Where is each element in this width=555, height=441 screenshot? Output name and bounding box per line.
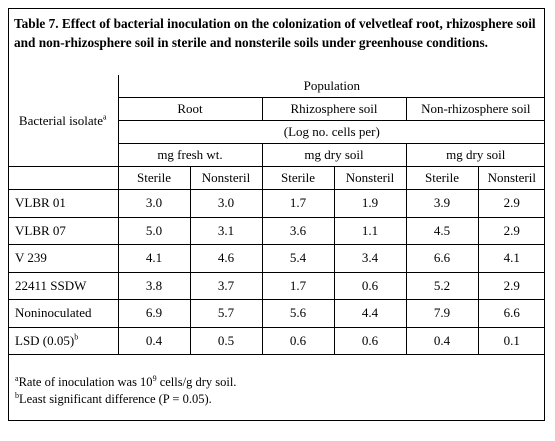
footnote-a-exponent: 9	[152, 373, 157, 383]
data-table: Bacterial isolatea Population Root Rhizo…	[8, 75, 546, 355]
isolate-footnote-mark: a	[103, 112, 107, 122]
condition-header: Sterile	[261, 166, 335, 190]
row-label: 22411 SSDW	[8, 271, 119, 300]
value-cell: 0.6	[333, 271, 407, 300]
value-cell: 4.1	[117, 244, 191, 273]
value-cell: 3.6	[261, 216, 335, 245]
value-cell: 1.7	[261, 189, 335, 218]
bacterial-isolate-header: Bacterial isolatea	[8, 75, 119, 167]
value-cell: 0.1	[477, 326, 546, 355]
footnote-b-mark: b	[15, 390, 19, 400]
condition-header: Nonsteril	[189, 166, 263, 190]
bacterial-isolate-label: Bacterial isolate	[18, 113, 104, 128]
footnote-a: aRate of inoculation was 109 cells/g dry…	[15, 374, 236, 391]
value-cell: 6.6	[405, 244, 479, 273]
row-label: VLBR 01	[8, 189, 119, 218]
value-cell: 6.9	[117, 299, 191, 328]
condition-header: Nonsteril	[333, 166, 407, 190]
table-row: LSD (0.05)b 0.4 0.5 0.6 0.6 0.4 0.1	[8, 326, 546, 355]
footnote-a-text-2: cells/g dry soil.	[156, 375, 237, 389]
subunit-root-header: mg fresh wt.	[117, 143, 263, 167]
header-row-population: Bacterial isolatea Population	[8, 75, 546, 167]
value-cell: 5.7	[189, 299, 263, 328]
condition-header: Sterile	[405, 166, 479, 190]
unit-header: (Log no. cells per)	[117, 120, 546, 144]
condition-header: Nonsteril	[477, 166, 546, 190]
value-cell: 3.0	[117, 189, 191, 218]
value-cell: 5.2	[405, 271, 479, 300]
row-label: Noninoculated	[8, 299, 119, 328]
value-cell: 5.6	[261, 299, 335, 328]
population-header: Population	[117, 75, 546, 98]
value-cell: 5.0	[117, 216, 191, 245]
value-cell: 3.1	[189, 216, 263, 245]
header-row-unit: (Log no. cells per)	[8, 120, 546, 144]
value-cell: 0.4	[117, 326, 191, 355]
lsd-label: LSD (0.05)	[15, 332, 75, 348]
value-cell: 5.4	[261, 244, 335, 273]
value-cell: 0.5	[189, 326, 263, 355]
value-cell: 1.9	[333, 189, 407, 218]
footnote-b-text: Least significant difference (P = 0.05).	[19, 392, 212, 406]
value-cell: 2.9	[477, 216, 546, 245]
value-cell: 4.5	[405, 216, 479, 245]
table-row: 22411 SSDW 3.8 3.7 1.7 0.6 5.2 2.9	[8, 271, 546, 300]
header-row-conditions: Sterile Nonsteril Sterile Nonsteril Ster…	[8, 166, 546, 190]
row-label: LSD (0.05)b	[8, 326, 119, 355]
value-cell: 7.9	[405, 299, 479, 328]
table-row: VLBR 07 5.0 3.1 3.6 1.1 4.5 2.9	[8, 216, 546, 245]
value-cell: 3.0	[189, 189, 263, 218]
table-row: V 239 4.1 4.6 5.4 3.4 6.6 4.1	[8, 244, 546, 273]
table-row: VLBR 01 3.0 3.0 1.7 1.9 3.9 2.9	[8, 189, 546, 218]
value-cell: 0.6	[261, 326, 335, 355]
group-non-rhizosphere-header: Non-rhizosphere soil	[405, 97, 546, 121]
condition-header: Sterile	[117, 166, 191, 190]
value-cell: 1.1	[333, 216, 407, 245]
value-cell: 4.1	[477, 244, 546, 273]
group-root-header: Root	[117, 97, 263, 121]
footnote-a-text-1: Rate of inoculation was 10	[18, 375, 153, 389]
value-cell: 1.7	[261, 271, 335, 300]
value-cell: 0.4	[405, 326, 479, 355]
value-cell: 3.9	[405, 189, 479, 218]
value-cell: 4.6	[189, 244, 263, 273]
footnote-b: bLeast significant difference (P = 0.05)…	[15, 391, 236, 408]
value-cell: 6.6	[477, 299, 546, 328]
value-cell: 3.4	[333, 244, 407, 273]
row-label: V 239	[8, 244, 119, 273]
lsd-footnote-mark: b	[74, 332, 79, 342]
value-cell: 0.6	[333, 326, 407, 355]
subunit-non-rhizosphere-header: mg dry soil	[405, 143, 546, 167]
group-rhizosphere-header: Rhizosphere soil	[261, 97, 407, 121]
value-cell: 2.9	[477, 189, 546, 218]
header-row-subunits: mg fresh wt. mg dry soil mg dry soil	[8, 143, 546, 167]
value-cell: 2.9	[477, 271, 546, 300]
table-row: Noninoculated 6.9 5.7 5.6 4.4 7.9 6.6	[8, 299, 546, 328]
value-cell: 3.7	[189, 271, 263, 300]
condition-spacer	[8, 166, 119, 190]
table-title: Table 7. Effect of bacterial inoculation…	[14, 16, 536, 50]
subunit-rhizosphere-header: mg dry soil	[261, 143, 407, 167]
value-cell: 4.4	[333, 299, 407, 328]
footnote-a-mark: a	[15, 373, 19, 383]
row-label: VLBR 07	[8, 216, 119, 245]
value-cell: 3.8	[117, 271, 191, 300]
footnotes: aRate of inoculation was 109 cells/g dry…	[15, 374, 236, 408]
